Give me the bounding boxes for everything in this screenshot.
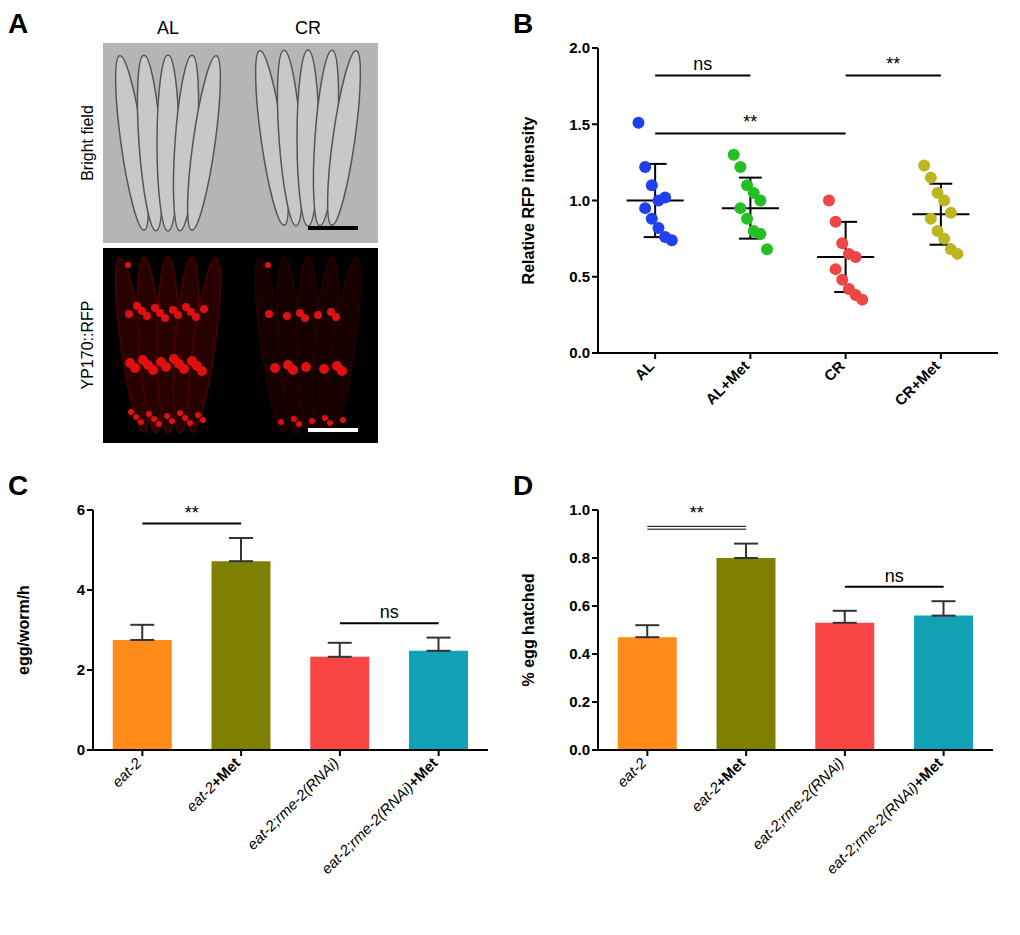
html-text:A: A	[8, 8, 29, 39]
svg-text:Bright field: Bright field	[79, 105, 96, 181]
svg-text:0.8: 0.8	[569, 549, 590, 566]
svg-text:2: 2	[77, 661, 85, 678]
html-text:D: D	[513, 470, 534, 501]
svg-text:1.0: 1.0	[569, 501, 590, 518]
svg-text:**: **	[690, 503, 704, 523]
svg-text:AL: AL	[631, 357, 657, 383]
svg-text:% egg hatched: % egg hatched	[520, 574, 537, 687]
svg-text:CR+Met: CR+Met	[891, 357, 943, 409]
svg-text:0.4: 0.4	[569, 645, 591, 662]
svg-text:CR: CR	[820, 357, 847, 384]
svg-text:**: **	[743, 112, 757, 132]
svg-text:**: **	[886, 54, 900, 74]
svg-text:Relative RFP intensity: Relative RFP intensity	[520, 117, 537, 285]
svg-text:ns: ns	[693, 54, 712, 74]
svg-text:YP170::RFP: YP170::RFP	[79, 301, 96, 390]
svg-text:egg/worm/h: egg/worm/h	[15, 585, 32, 675]
svg-text:0.6: 0.6	[569, 597, 590, 614]
svg-text:6: 6	[77, 501, 85, 518]
svg-text:ns: ns	[885, 566, 904, 586]
svg-text:0.0: 0.0	[569, 344, 590, 361]
svg-text:eat-2: eat-2	[613, 754, 650, 791]
svg-text:**: **	[185, 503, 199, 523]
svg-text:0.2: 0.2	[569, 693, 590, 710]
svg-text:0: 0	[77, 741, 85, 758]
svg-text:1.0: 1.0	[569, 192, 590, 209]
svg-text:eat-2;rme-2(RNAi)+Met: eat-2;rme-2(RNAi)+Met	[318, 754, 441, 877]
svg-text:eat-2+Met: eat-2+Met	[183, 754, 244, 815]
html-text:B: B	[513, 8, 534, 39]
html-text:C: C	[8, 470, 29, 501]
svg-text:4: 4	[77, 581, 86, 598]
svg-text:0.5: 0.5	[569, 268, 590, 285]
svg-text:2.0: 2.0	[569, 39, 590, 56]
svg-text:eat-2+Met: eat-2+Met	[688, 754, 749, 815]
svg-text:eat-2;rme-2(RNAi): eat-2;rme-2(RNAi)	[243, 754, 342, 853]
svg-text:eat-2;rme-2(RNAi): eat-2;rme-2(RNAi)	[748, 754, 847, 853]
svg-text:CR: CR	[295, 18, 321, 38]
svg-text:AL+Met: AL+Met	[702, 357, 753, 408]
svg-text:AL: AL	[157, 18, 179, 38]
svg-text:ns: ns	[380, 602, 399, 622]
svg-text:1.5: 1.5	[569, 116, 590, 133]
svg-text:0.0: 0.0	[569, 741, 590, 758]
svg-text:eat-2: eat-2	[108, 754, 145, 791]
svg-text:eat-2;rme-2(RNAi)+Met: eat-2;rme-2(RNAi)+Met	[823, 754, 946, 877]
